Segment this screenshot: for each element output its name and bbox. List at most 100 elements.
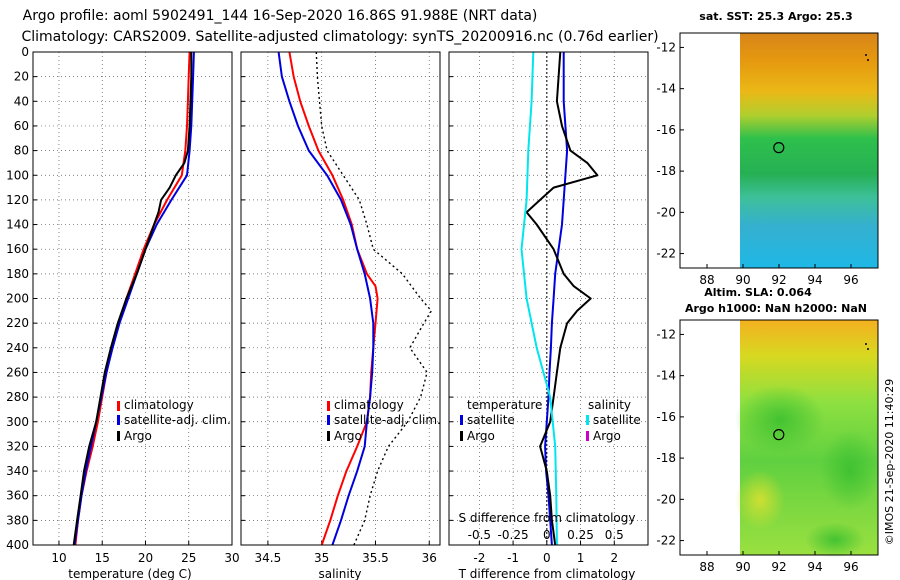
legend-temperature-title: temperature (467, 398, 542, 412)
x-tick-label: 15 (95, 551, 110, 565)
x-tick-label: 10 (51, 551, 66, 565)
sst-argo-position-marker (773, 142, 785, 154)
series-argo (315, 51, 433, 546)
sla-map-lat-labels: -12 -14 -16 -18 -20 -22 (656, 327, 684, 548)
sla-field-feature (820, 430, 880, 510)
sst-map-lon-labels: 88 90 92 94 96 (699, 264, 859, 287)
series-temperature-argo (525, 51, 599, 546)
sla-field-feature (735, 385, 825, 455)
series-climatology (74, 51, 191, 546)
salinity-panel: 34.5 35 35.5 36 salinity climatology satell… (240, 51, 441, 580)
map-lat-label: -12 (656, 327, 676, 341)
legend-satellite: satellite-adj. clim. (334, 413, 441, 427)
map-lat-label: -18 (656, 164, 676, 178)
t-difference-tick-labels: -2 -1 0 1 2 (473, 551, 618, 565)
depth-tick-label: 220 (6, 316, 29, 330)
depth-tick-label: 140 (6, 218, 29, 232)
temperature-panel: 0 20 40 60 80 100 120 140 160 180 200 220 240 260 280 3… (6, 45, 240, 580)
sla-map-title-2: Argo h1000: NaN h2000: NaN (685, 302, 867, 315)
map-lon-label: 96 (843, 560, 858, 574)
sla-field-feature (735, 470, 785, 530)
sst-field (740, 33, 878, 268)
map-lon-label: 96 (843, 273, 858, 287)
depth-tick-label: 300 (6, 415, 29, 429)
sst-map-title: sat. SST: 25.3 Argo: 25.3 (699, 10, 852, 23)
depth-tick-label: 240 (6, 341, 29, 355)
legend-marker-climatology (117, 401, 120, 411)
sla-map-lon-labels: 88 90 92 94 96 (699, 551, 859, 574)
x-tick-label: 2 (610, 551, 618, 565)
legend-climatology: climatology (334, 398, 404, 412)
map-lon-label: 88 (699, 560, 714, 574)
depth-tick-label: 160 (6, 242, 29, 256)
map-lat-label: -18 (656, 451, 676, 465)
legend-satellite: satellite-adj. clim. (124, 413, 231, 427)
sst-map: sat. SST: 25.3 Argo: 25.3 88 90 92 94 96 -12… (656, 10, 879, 287)
x-tick-label: 1 (577, 551, 585, 565)
temperature-series (72, 51, 195, 546)
series-argo (72, 52, 193, 546)
legend-marker-argo (327, 431, 330, 441)
x2-tick-label: 0.5 (605, 528, 624, 542)
salinity-grid (241, 51, 440, 546)
s-difference-tick-labels: -0.5 -0.25 0 0.25 0.5 (468, 528, 624, 542)
x-tick-label: 30 (224, 551, 239, 565)
depth-tick-label: 0 (21, 45, 29, 59)
map-lon-label: 90 (735, 560, 750, 574)
series-satellite-adj-clim- (73, 51, 195, 546)
depth-tick-label: 280 (6, 390, 29, 404)
depth-tick-label: 380 (6, 513, 29, 527)
legend-argo: Argo (334, 429, 362, 443)
x2-tick-label: -0.5 (468, 528, 491, 542)
depth-tick-label: 80 (14, 144, 29, 158)
difference-legend: temperature satellite Argo salinity sate… (460, 398, 641, 443)
depth-tick-label: 200 (6, 292, 29, 306)
sst-map-speck (865, 54, 867, 56)
depth-tick-label: 40 (14, 94, 29, 108)
sla-map-speck (865, 343, 867, 345)
depth-tick-labels: 0 20 40 60 80 100 120 140 160 180 200 220 240 260 280 3… (6, 45, 29, 552)
map-lon-label: 94 (807, 273, 822, 287)
depth-tick-label: 340 (6, 464, 29, 478)
x-tick-label: 25 (181, 551, 196, 565)
map-lat-label: -22 (656, 534, 676, 548)
series-climatology (288, 51, 379, 546)
temperature-xlabel: temperature (deg C) (68, 567, 191, 580)
difference-panel: -2 -1 0 1 2 -0.5 -0.25 0 0.25 0.5 S difference f… (448, 51, 649, 580)
legend-marker-sal-argo (586, 431, 589, 441)
legend-marker-sal-satellite (586, 415, 589, 425)
sla-map: Altim. SLA: 0.064 Argo h1000: NaN h2000:… (656, 286, 880, 574)
map-lon-label: 90 (735, 273, 750, 287)
map-lat-label: -20 (656, 492, 676, 506)
legend-sal-satellite: satellite (593, 413, 641, 427)
legend-temp-satellite: satellite (467, 413, 515, 427)
map-lat-label: -14 (656, 369, 676, 383)
s-difference-xlabel: S difference from climatology (459, 511, 636, 525)
x2-tick-label: -0.25 (498, 528, 529, 542)
salinity-series (277, 51, 433, 546)
map-lat-label: -22 (656, 247, 676, 261)
series-salinity-satellite (520, 51, 558, 546)
map-lon-label: 92 (771, 273, 786, 287)
x-tick-label: 35.5 (362, 551, 389, 565)
x-tick-label: -1 (507, 551, 519, 565)
map-lat-label: -16 (656, 123, 676, 137)
temperature-legend: climatology satellite-adj. clim. Argo (117, 398, 231, 443)
legend-marker-argo (117, 431, 120, 441)
legend-salinity-title: salinity (588, 398, 631, 412)
legend-argo: Argo (124, 429, 152, 443)
depth-tick-label: 20 (14, 70, 29, 84)
salinity-xlabel: salinity (318, 567, 361, 580)
x-tick-label: 36 (422, 551, 437, 565)
sst-map-lat-labels: -12 -14 -16 -18 -20 -22 (656, 40, 684, 261)
map-lat-label: -12 (656, 40, 676, 54)
sla-argo-position-marker (773, 429, 785, 441)
imos-watermark: ©IMOS 21-Sep-2020 11:40:29 (883, 379, 896, 545)
salinity-tick-labels: 34.5 35 35.5 36 (255, 551, 437, 565)
legend-marker-temp-argo (460, 431, 463, 441)
depth-tick-label: 360 (6, 489, 29, 503)
legend-temp-argo: Argo (467, 429, 495, 443)
difference-plot-frame (448, 51, 649, 546)
difference-series (520, 51, 599, 546)
depth-tick-label: 60 (14, 119, 29, 133)
